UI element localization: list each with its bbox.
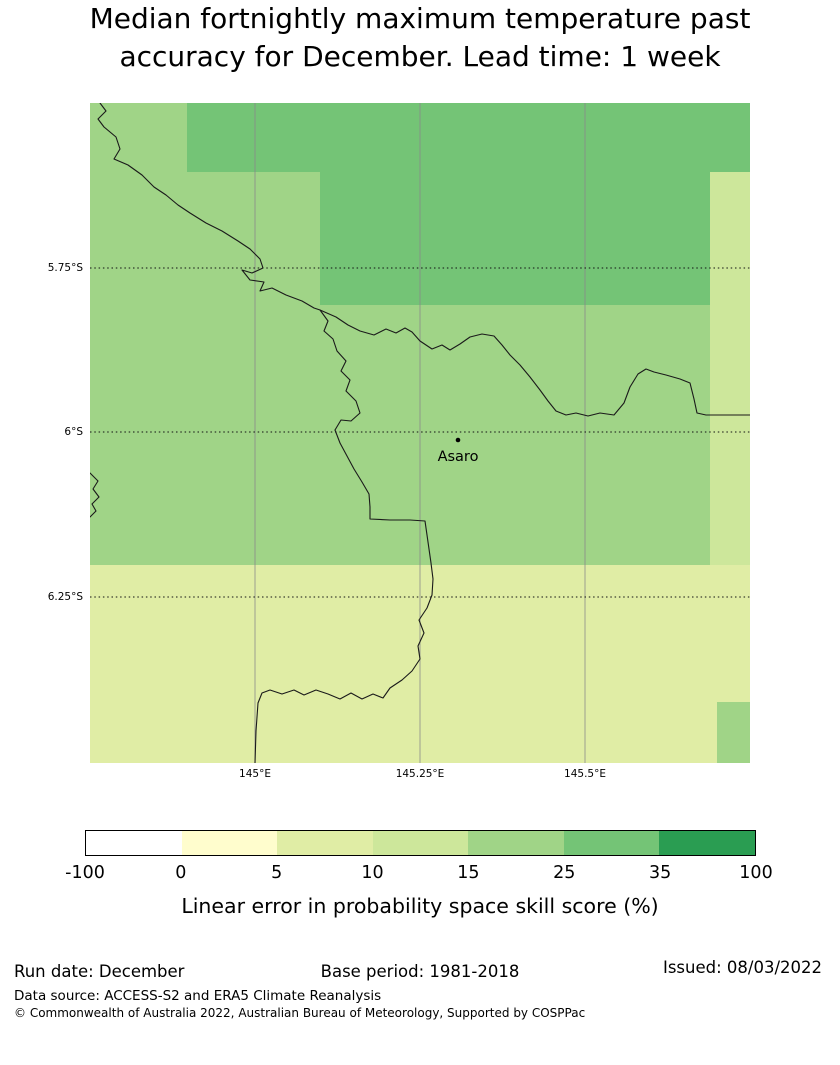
colorbar-segment-1 xyxy=(86,831,182,855)
figure-title: Median fortnightly maximum temperature p… xyxy=(0,0,840,76)
colorbar-tick: 5 xyxy=(271,863,283,883)
map-cell-south-band xyxy=(90,565,750,763)
map-cell-southeast xyxy=(717,702,750,763)
colorbar-segment-5 xyxy=(468,831,564,855)
lon-tick-1455e: 145.5°E xyxy=(564,768,606,780)
asaro-label: Asaro xyxy=(437,449,479,465)
colorbar-tick: 0 xyxy=(175,863,187,883)
run-date-text: Run date: December xyxy=(14,962,185,981)
colorbar-ticks: -100 0 5 10 15 25 35 100 xyxy=(65,863,773,889)
colorbar-tick: 10 xyxy=(361,863,384,883)
base-period-text: Base period: 1981-2018 xyxy=(320,962,520,981)
colorbar-tick: 35 xyxy=(649,863,672,883)
data-source-text: Data source: ACCESS-S2 and ERA5 Climate … xyxy=(14,988,382,1004)
colorbar-tick: 15 xyxy=(457,863,480,883)
colorbar-segment-3 xyxy=(277,831,373,855)
colorbar-label: Linear error in probability space skill … xyxy=(181,894,659,918)
lat-tick-625s: 6.25°S xyxy=(47,591,83,603)
colorbar-tick: -100 xyxy=(65,863,105,883)
map-cell-central-band xyxy=(90,305,710,565)
figure-title-text: Median fortnightly maximum temperature p… xyxy=(89,2,751,73)
map-cell-northwest xyxy=(90,103,187,172)
map-cell-north-strip xyxy=(187,103,750,172)
lat-tick-575s: 5.75°S xyxy=(47,262,83,274)
issued-date-text: Issued: 08/03/2022 xyxy=(662,958,822,977)
lon-tick-145e: 145°E xyxy=(239,768,271,780)
colorbar-segment-7 xyxy=(659,831,756,855)
map-cell-east-column xyxy=(710,172,750,565)
lon-tick-14525e: 145.25°E xyxy=(395,768,445,780)
colorbar-segment-4 xyxy=(372,831,469,855)
colorbar-segment-6 xyxy=(563,831,660,855)
colorbar-segment-2 xyxy=(181,831,278,855)
lat-tick-6s: 6°S xyxy=(64,426,83,438)
map-cell-west-upper xyxy=(90,172,320,305)
copyright-text: © Commonwealth of Australia 2022, Austra… xyxy=(14,1006,586,1020)
colorbar-tick: 25 xyxy=(553,863,576,883)
colorbar-tick: 100 xyxy=(739,863,773,883)
map-area: Asaro xyxy=(90,103,750,763)
colorbar xyxy=(85,830,756,856)
map-cell-north-main xyxy=(320,172,710,305)
